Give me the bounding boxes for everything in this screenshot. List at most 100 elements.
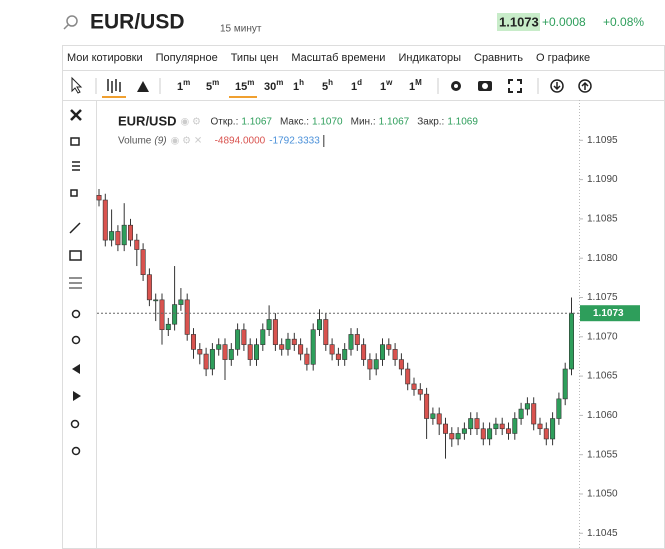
candle-body xyxy=(373,359,379,370)
candle-body xyxy=(449,433,455,440)
candle-body xyxy=(405,368,411,385)
candle-body xyxy=(241,329,247,345)
y-tick-label: 1.1085 xyxy=(587,214,618,225)
menu-item[interactable]: Популярное xyxy=(156,52,218,64)
candle-body xyxy=(455,433,461,440)
timeframe-button[interactable]: 30m xyxy=(264,78,283,93)
volume-value: -4894.0000 xyxy=(215,136,266,147)
legend-icons: ◉ ⚙ ✕ xyxy=(171,136,203,147)
timeframe-unit: h xyxy=(299,78,304,87)
candle-body xyxy=(197,349,203,355)
candle-body xyxy=(386,344,392,350)
timeframe-button[interactable]: 1M xyxy=(409,78,422,93)
menu-item[interactable]: Мои котировки xyxy=(67,52,143,64)
camera-lens xyxy=(482,83,488,89)
y-tick-label: 1.1060 xyxy=(587,410,618,421)
line-tool[interactable] xyxy=(69,222,81,234)
current-price-label: 1.1073 xyxy=(593,308,624,319)
candle-body xyxy=(115,231,121,246)
candle-body xyxy=(153,299,159,302)
timeframe-button[interactable]: 5m xyxy=(206,78,219,93)
timeframe-button[interactable]: 1w xyxy=(380,78,393,93)
candle-body xyxy=(550,418,556,440)
candles-type[interactable] xyxy=(107,79,121,93)
timeframe-button[interactable]: 15m xyxy=(235,78,254,93)
plot-area: 1.1045 1.1050 1.1055 1.1060 1.1065 1.1070 1.10… xyxy=(96,135,640,539)
candle-body xyxy=(537,423,543,430)
rectangle-tool[interactable] xyxy=(69,250,82,261)
candle-body xyxy=(329,344,335,355)
upload-icon[interactable] xyxy=(578,79,592,93)
candle-body xyxy=(512,418,518,434)
candle-body xyxy=(568,312,574,370)
area-type[interactable] xyxy=(137,81,149,92)
candle-body xyxy=(209,349,215,370)
timeframe-button[interactable]: 1d xyxy=(351,78,362,93)
chart-legend: EUR/USD ◉ ⚙ Откр.: 1.1067 Макс.: 1.1070 Мин.: 1… xyxy=(118,113,478,147)
zoom-area-tool[interactable] xyxy=(70,419,80,429)
menu-item[interactable]: Сравнить xyxy=(474,52,523,64)
fib-tool[interactable] xyxy=(69,277,82,289)
menu-item[interactable]: О графике xyxy=(536,52,590,64)
candle-body xyxy=(424,393,430,419)
menu-item[interactable]: Индикаторы xyxy=(398,52,461,64)
candle-body xyxy=(254,344,260,360)
candle-body xyxy=(310,329,316,365)
legend-ohlc-value: 1.1067 xyxy=(241,117,272,128)
candle-body xyxy=(436,413,442,425)
scroll-left-tool[interactable] xyxy=(72,364,80,374)
remove-tool[interactable] xyxy=(70,109,82,121)
timeframe-unit: w xyxy=(385,78,393,87)
clone-tool[interactable] xyxy=(70,189,78,197)
menu-item[interactable]: Масштаб времени xyxy=(291,52,385,64)
active-underline xyxy=(229,96,257,98)
menu-item[interactable]: Типы цен xyxy=(231,52,279,64)
fullscreen-icon[interactable] xyxy=(508,79,522,93)
candle-body xyxy=(468,418,474,430)
legend-ohlc-value: 1.1069 xyxy=(447,117,478,128)
timeframe-label: 15 минут xyxy=(220,24,262,35)
y-tick-label: 1.1045 xyxy=(587,528,618,539)
candle-body xyxy=(291,338,297,345)
y-tick-label: 1.1055 xyxy=(587,449,618,460)
timeframe-button[interactable]: 1m xyxy=(177,78,190,93)
y-tick-label: 1.1090 xyxy=(587,174,618,185)
timeframe-button[interactable]: 1h xyxy=(293,78,304,93)
timeframe-number: 1 xyxy=(293,81,299,93)
pointer-tool[interactable] xyxy=(71,76,83,94)
y-tick-label: 1.1080 xyxy=(587,253,618,264)
candle-body xyxy=(342,349,348,360)
candle-body xyxy=(556,398,562,419)
candle-body xyxy=(543,428,549,440)
active-underline xyxy=(102,96,126,98)
timeframe-unit: m xyxy=(276,78,283,87)
search-icon[interactable] xyxy=(63,15,78,30)
reset-zoom-tool[interactable] xyxy=(71,446,81,456)
candle-body xyxy=(304,353,310,365)
timeframe-number: 30 xyxy=(264,81,276,93)
scroll-right-tool[interactable] xyxy=(73,391,81,401)
download-icon[interactable] xyxy=(550,79,564,93)
candle-body xyxy=(562,368,568,400)
timeframe-unit: m xyxy=(183,78,190,87)
candle-body xyxy=(191,334,197,350)
y-tick-label: 1.1075 xyxy=(587,292,618,303)
zoom-out-tool[interactable] xyxy=(71,335,81,345)
timeframe-unit: h xyxy=(328,78,333,87)
candle-body xyxy=(102,199,108,241)
timeframe-button[interactable]: 5h xyxy=(322,78,333,93)
candle-body xyxy=(216,344,222,350)
candle-body xyxy=(417,389,423,395)
candle-body xyxy=(165,323,171,331)
candle-body xyxy=(487,428,493,440)
zoom-in-tool[interactable] xyxy=(71,309,81,319)
settings-hole xyxy=(454,84,458,88)
volume-period: (9) xyxy=(154,136,166,147)
legend-ohlc-label: Закр.: xyxy=(417,117,444,128)
candle-body xyxy=(128,224,134,241)
timeframe-unit: d xyxy=(357,78,362,87)
select-tool[interactable] xyxy=(70,137,80,146)
candle-body xyxy=(367,359,373,370)
candle-body xyxy=(159,299,165,331)
cursor-tool[interactable] xyxy=(72,161,80,171)
